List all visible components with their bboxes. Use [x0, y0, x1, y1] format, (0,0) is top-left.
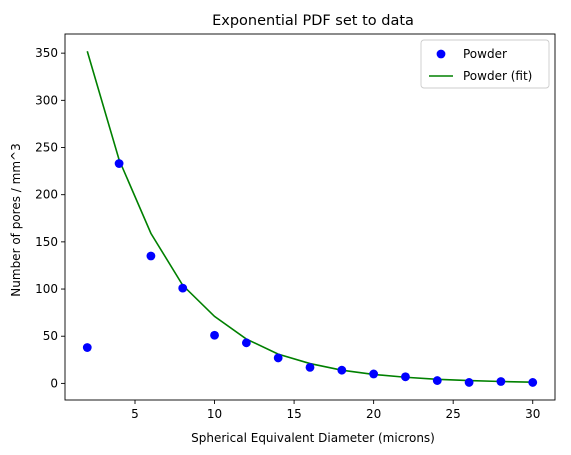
y-axis: 0 50 100 150 200 250 300 350 [35, 46, 65, 390]
data-point [178, 283, 188, 293]
y-tick-label: 100 [35, 282, 58, 296]
y-tick-label: 150 [35, 235, 58, 249]
y-tick-label: 50 [43, 329, 58, 343]
x-axis: 5 10 15 20 25 30 [131, 400, 540, 421]
chart-title: Exponential PDF set to data [212, 13, 414, 29]
x-tick-label: 25 [446, 407, 461, 421]
data-point [432, 376, 442, 385]
x-axis-label: Spherical Equivalent Diameter (microns) [191, 431, 435, 445]
y-tick-label: 250 [35, 141, 58, 155]
x-tick-label: 5 [131, 407, 139, 421]
data-point [528, 378, 538, 387]
y-tick-label: 200 [35, 188, 58, 202]
data-point [82, 343, 92, 352]
data-point [337, 365, 347, 375]
data-point [273, 353, 283, 363]
legend-label: Powder [463, 47, 507, 61]
y-tick-label: 300 [35, 93, 58, 107]
legend-label: Powder (fit) [463, 69, 532, 83]
y-tick-label: 350 [35, 46, 58, 60]
data-point [305, 362, 315, 372]
data-point [241, 338, 251, 348]
data-point [496, 377, 506, 386]
x-tick-label: 15 [286, 407, 301, 421]
legend: Powder Powder (fit) [420, 39, 550, 89]
data-point [369, 369, 379, 379]
x-tick-label: 10 [207, 407, 222, 421]
data-point [464, 378, 474, 387]
data-point [401, 372, 410, 382]
data-point [210, 330, 219, 340]
data-point [146, 251, 156, 261]
legend-marker [436, 49, 446, 59]
axes-frame [64, 33, 556, 401]
y-tick-label: 0 [50, 376, 58, 390]
x-tick-label: 20 [366, 407, 381, 421]
y-axis-label: Number of pores / mm^3 [9, 143, 23, 296]
x-tick-label: 30 [525, 407, 540, 421]
plot-area [82, 51, 538, 387]
data-point [114, 159, 124, 168]
